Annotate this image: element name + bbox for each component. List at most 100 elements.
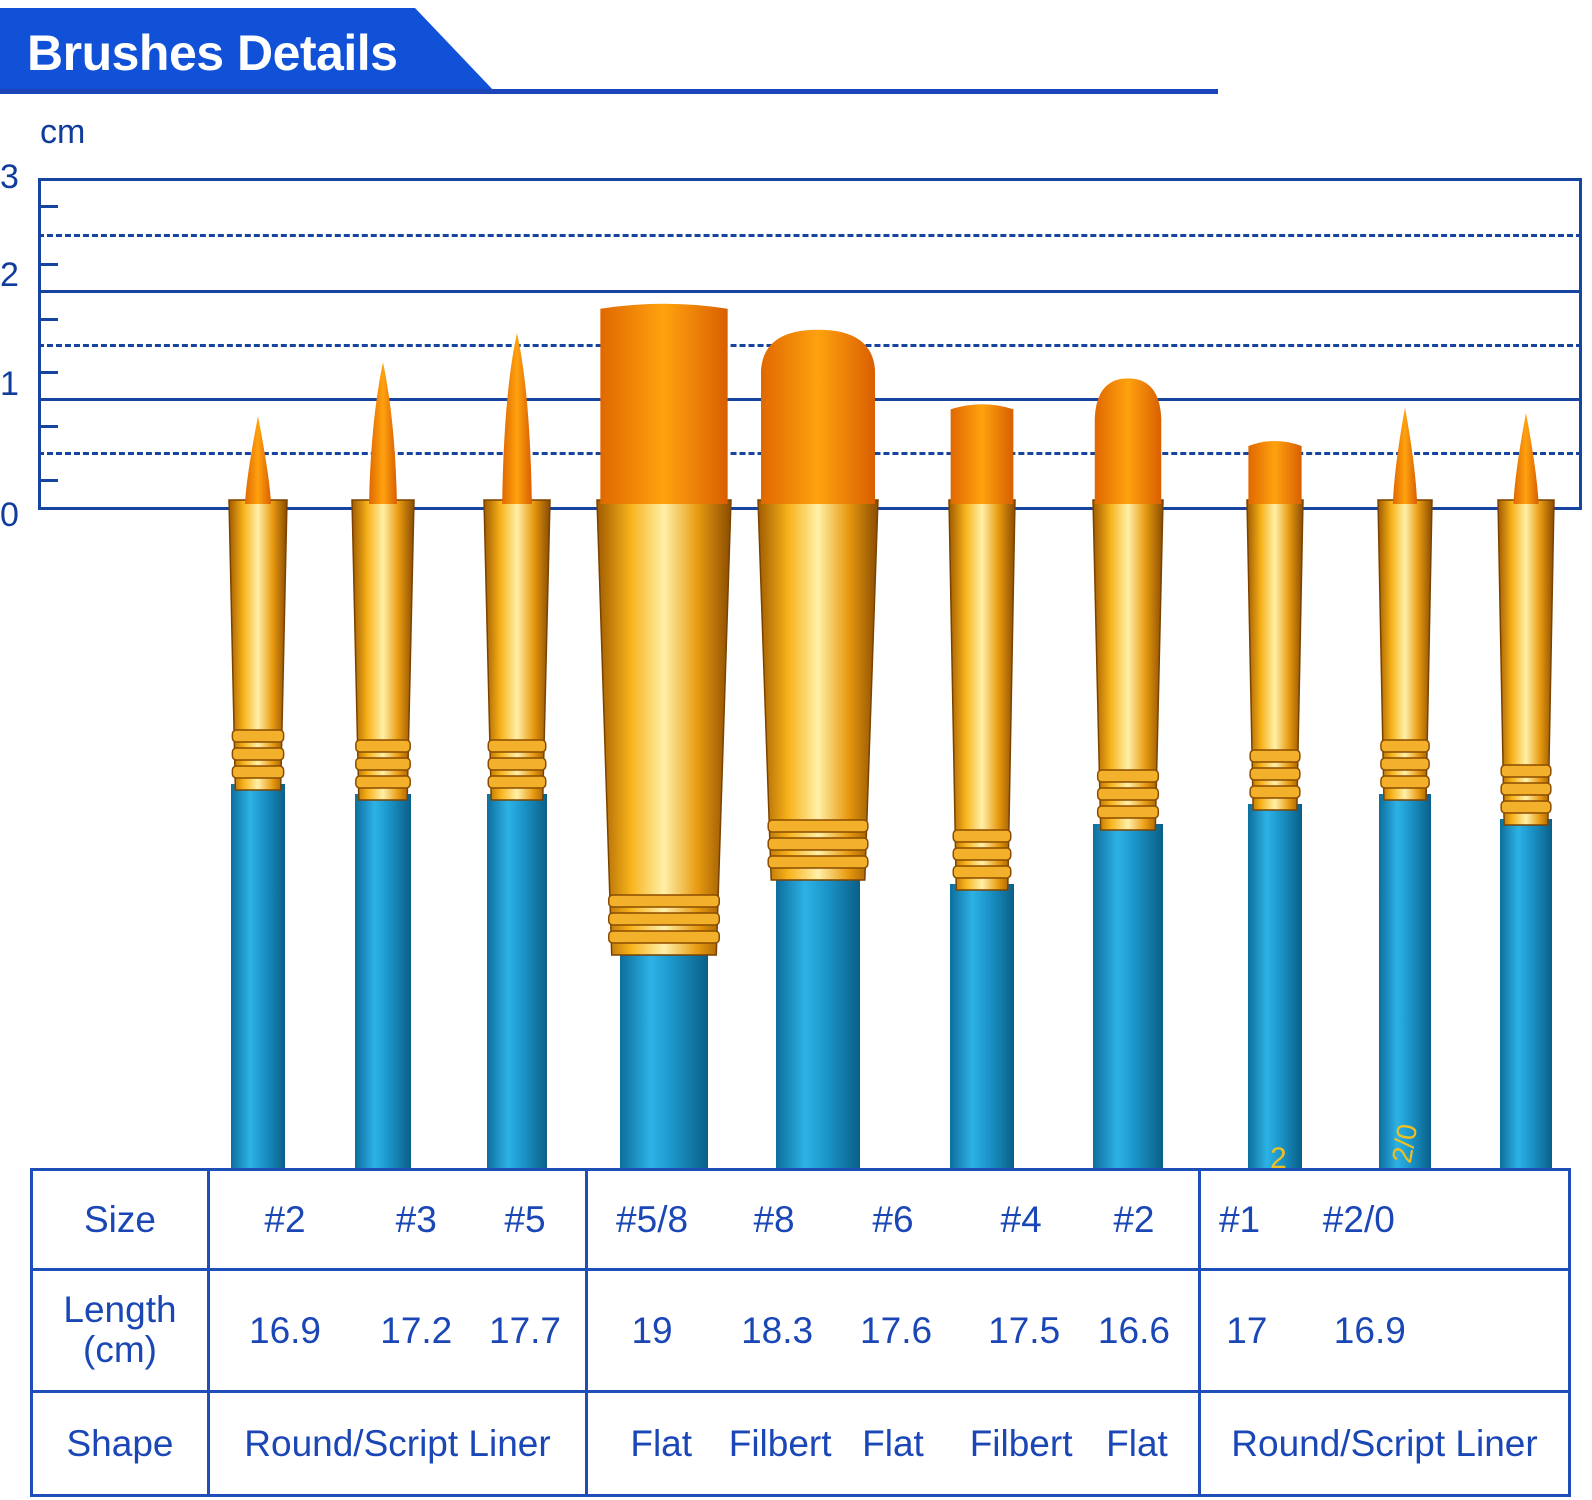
- brush-ferrule-crimp: [231, 765, 285, 779]
- brush-ferrule-crimp: [1500, 764, 1552, 778]
- ruler-tick: [38, 205, 58, 208]
- size-group-3: #1 #2/0: [1198, 1168, 1571, 1271]
- shape-group-1: Round/Script Liner: [207, 1390, 588, 1497]
- brush-handle: [1093, 824, 1163, 1170]
- brush-ferrule-crimp: [487, 739, 547, 753]
- brush-ferrule-crimp: [1500, 782, 1552, 796]
- brush-handle: [1379, 794, 1431, 1170]
- brush-ferrule-crimp: [1096, 787, 1160, 801]
- brush-ferrule-crimp: [1249, 767, 1301, 781]
- brush-spec-table: Size #2 #3 #5 #5/8 #8 #6 #4 #2 #1 #2/0 L…: [30, 1168, 1571, 1497]
- brush-ferrule-crimp: [355, 757, 411, 771]
- brush-handle: [487, 794, 547, 1170]
- brush-ferrule: [483, 499, 551, 801]
- brush-handle: [231, 784, 285, 1170]
- size-group-1: #2 #3 #5: [207, 1168, 588, 1271]
- length-value: 17.5: [988, 1309, 1061, 1351]
- brush-handle: [355, 794, 411, 1170]
- size-value: #1: [1218, 1198, 1261, 1240]
- size-value: #5: [504, 1198, 546, 1240]
- handle-size-mark: 2/0: [1386, 1122, 1423, 1166]
- shape-value: Flat: [1106, 1422, 1168, 1464]
- brush-ferrule-crimp: [487, 757, 547, 771]
- length-value: 17: [1226, 1309, 1268, 1351]
- brush-handle: [1248, 804, 1302, 1170]
- size-group-2: #5/8 #8 #6 #4 #2: [585, 1168, 1201, 1271]
- size-value: #6: [872, 1198, 914, 1240]
- length-value: 19: [631, 1309, 673, 1351]
- row-header-size: Size: [30, 1168, 210, 1271]
- brush-ferrule-crimp: [607, 912, 721, 926]
- scale-tick-label: 1: [0, 365, 19, 403]
- brush-bristles: [1392, 407, 1418, 504]
- brush-handle: [950, 884, 1014, 1170]
- length-group-3: 17 16.9: [1198, 1268, 1571, 1393]
- brush-ferrule: [351, 499, 415, 801]
- brushes-illustration: 2 2/0: [228, 303, 1555, 1170]
- brush-ferrule-crimp: [487, 775, 547, 789]
- brush-ferrule: [228, 499, 288, 791]
- brush-ferrule-crimp: [1500, 800, 1552, 814]
- shape-value: Flat: [862, 1422, 924, 1464]
- brush-ferrule: [1246, 499, 1304, 811]
- header-underline: [0, 89, 1218, 94]
- scale-dashed-line: [38, 234, 1582, 237]
- shape-value: Flat: [630, 1422, 693, 1464]
- length-value: 17.2: [380, 1309, 453, 1351]
- size-value: #5/8: [616, 1198, 689, 1240]
- table-row-shape: Shape Round/Script Liner Flat Filbert Fl…: [30, 1390, 1571, 1497]
- shape-group-3: Round/Script Liner: [1198, 1390, 1571, 1497]
- table-row-size: Size #2 #3 #5 #5/8 #8 #6 #4 #2 #1 #2/0: [30, 1168, 1571, 1271]
- brush-ferrule-crimp: [952, 829, 1012, 843]
- brush-ferrule-crimp: [1380, 775, 1430, 789]
- brush-ferrule-crimp: [1249, 785, 1301, 799]
- table-row-length: Length (cm) 16.9 17.2 17.7 19 18.3 17.6 …: [30, 1268, 1571, 1393]
- length-value: 16.9: [1333, 1309, 1406, 1351]
- handle-size-mark: 2: [1270, 1142, 1287, 1170]
- brush-ferrule-crimp: [1096, 769, 1160, 783]
- brush-ferrule-crimp: [231, 747, 285, 761]
- page-title: Brushes Details: [27, 25, 398, 81]
- brush-ferrule-crimp: [355, 775, 411, 789]
- length-group-1: 16.9 17.2 17.7: [207, 1268, 588, 1393]
- ruler-tick: [38, 479, 58, 482]
- brush-ferrule-crimp: [767, 855, 869, 869]
- brush-bristles: [1248, 440, 1302, 504]
- brush-ferrule-crimp: [607, 930, 721, 944]
- brush-ferrule-crimp: [767, 837, 869, 851]
- brush-ferrule-crimp: [1380, 739, 1430, 753]
- size-value: #8: [753, 1198, 795, 1240]
- ruler-tick: [38, 425, 58, 428]
- brush-bristles: [244, 416, 272, 504]
- header-banner: [0, 8, 495, 92]
- brush-bristles: [1513, 412, 1539, 504]
- brush-ferrule-crimp: [1380, 757, 1430, 771]
- brush-bristles: [502, 333, 532, 504]
- ruler-tick: [38, 263, 58, 266]
- scale-unit-label: cm: [40, 113, 86, 151]
- size-value: #2: [1113, 1198, 1155, 1240]
- shape-value: Round/Script Liner: [1231, 1422, 1538, 1464]
- brush-ferrule: [1377, 499, 1433, 801]
- length-value: 17.6: [860, 1309, 933, 1351]
- size-value: #2/0: [1322, 1198, 1395, 1240]
- shape-value: Filbert: [728, 1422, 832, 1464]
- size-value: #3: [395, 1198, 437, 1240]
- brush-handle: [776, 874, 860, 1170]
- shape-value: Filbert: [969, 1422, 1073, 1464]
- length-value: 18.3: [741, 1309, 814, 1351]
- length-value: 16.9: [248, 1309, 322, 1351]
- length-value: 17.7: [488, 1309, 562, 1351]
- brush-handle: [1500, 819, 1552, 1170]
- ruler-tick: [38, 371, 58, 374]
- brush-ferrule-crimp: [952, 865, 1012, 879]
- length-value: 16.6: [1097, 1309, 1170, 1351]
- size-value: #2: [264, 1198, 306, 1240]
- scale-tick-label: 0: [0, 496, 19, 534]
- brush-ferrule: [596, 499, 732, 956]
- brush-ferrule-crimp: [231, 729, 285, 743]
- shape-value: Round/Script Liner: [244, 1422, 551, 1464]
- brush-ferrule-crimp: [952, 847, 1012, 861]
- scale-line: [38, 290, 1582, 293]
- ruler-tick: [38, 318, 58, 321]
